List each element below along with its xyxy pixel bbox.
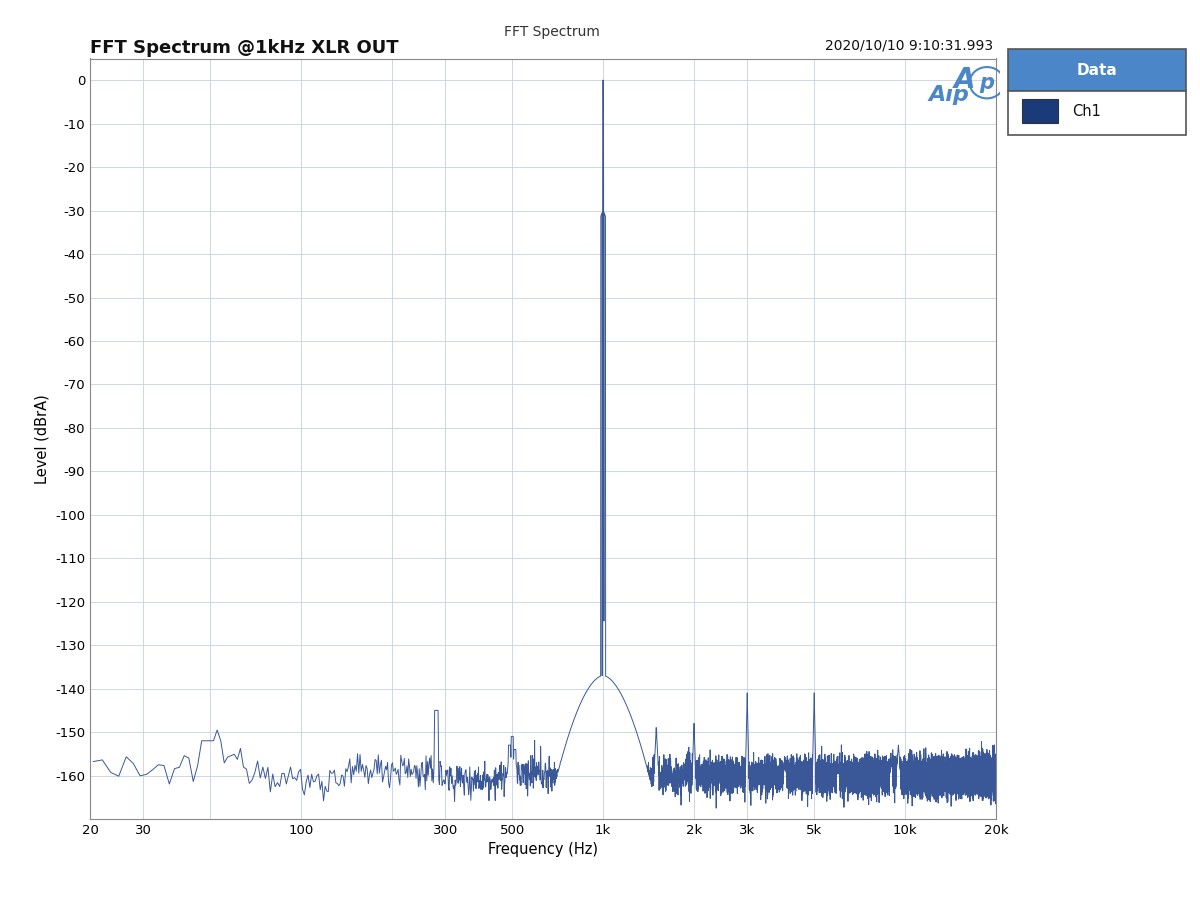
X-axis label: Frequency (Hz): Frequency (Hz) bbox=[488, 842, 598, 858]
Bar bbox=[1022, 99, 1057, 123]
Text: Data: Data bbox=[1076, 62, 1117, 77]
Bar bbox=[1008, 91, 1186, 135]
Y-axis label: Level (dBrA): Level (dBrA) bbox=[35, 394, 49, 483]
Bar bbox=[1008, 50, 1186, 91]
Text: A: A bbox=[954, 66, 976, 94]
Text: Aıp: Aıp bbox=[928, 86, 968, 105]
Text: p: p bbox=[979, 73, 995, 93]
Text: Ch1: Ch1 bbox=[1072, 104, 1100, 119]
Text: FFT Spectrum: FFT Spectrum bbox=[504, 25, 600, 40]
Text: FFT Spectrum @1kHz XLR OUT: FFT Spectrum @1kHz XLR OUT bbox=[90, 39, 398, 57]
Text: 2020/10/10 9:10:31.993: 2020/10/10 9:10:31.993 bbox=[826, 39, 994, 53]
